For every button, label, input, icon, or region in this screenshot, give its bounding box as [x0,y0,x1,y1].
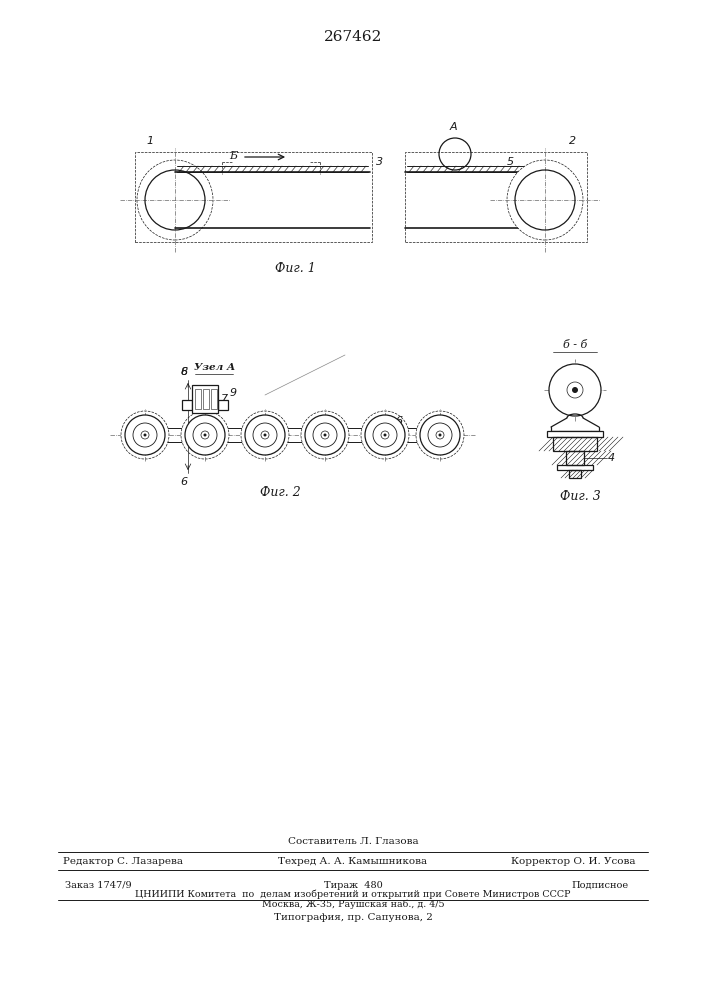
Text: Фuг. 2: Фuг. 2 [259,487,300,499]
Circle shape [301,411,349,459]
Bar [211,389,217,409]
Circle shape [261,431,269,439]
Text: Техред А. А. Камышникова: Техред А. А. Камышникова [279,856,428,865]
Bar [547,431,603,437]
Circle shape [201,431,209,439]
Circle shape [438,434,441,436]
Circle shape [572,387,578,393]
Bar [182,400,192,410]
Circle shape [416,411,464,459]
Bar [405,152,587,242]
Bar [566,451,584,465]
Circle shape [141,431,149,439]
Ellipse shape [137,160,213,240]
Bar [195,389,201,409]
Text: Москва, Ж-35, Раушская наб., д. 4/5: Москва, Ж-35, Раушская наб., д. 4/5 [262,899,444,909]
Circle shape [125,415,165,455]
Circle shape [204,434,206,436]
Text: 5: 5 [506,157,513,167]
Bar [135,152,372,242]
Bar [566,451,584,465]
Text: 8: 8 [181,367,188,377]
Text: А: А [450,122,457,132]
Text: 2: 2 [569,136,577,146]
Text: Подписное: Подписное [571,880,629,890]
Text: 267462: 267462 [324,30,382,44]
Circle shape [241,411,289,459]
Text: Корректор О. И. Усова: Корректор О. И. Усова [510,856,636,865]
Text: 1: 1 [146,136,153,146]
Bar [192,385,218,413]
Circle shape [361,411,409,459]
Circle shape [365,415,405,455]
Text: Составитель Л. Глазова: Составитель Л. Глазова [288,838,419,846]
Bar [557,465,593,470]
Circle shape [381,431,389,439]
Bar [553,437,597,451]
Text: Редактор С. Лазарева: Редактор С. Лазарева [63,856,183,865]
Text: Фuг. 1: Фuг. 1 [274,261,315,274]
Circle shape [264,434,267,436]
Text: 6: 6 [180,367,187,377]
Circle shape [245,415,285,455]
Text: Б: Б [229,151,237,161]
Circle shape [181,411,229,459]
Text: Заказ 1747/9: Заказ 1747/9 [64,880,132,890]
Text: 4: 4 [608,453,615,463]
Ellipse shape [507,160,583,240]
Circle shape [121,411,169,459]
Text: 6: 6 [395,416,402,426]
Text: Типография, пр. Сапунова, 2: Типография, пр. Сапунова, 2 [274,914,433,922]
Text: б - б: б - б [563,340,587,350]
Text: Фuг. 3: Фuг. 3 [560,489,600,502]
Text: 6: 6 [180,477,187,487]
Circle shape [549,364,601,416]
Circle shape [144,434,146,436]
Bar [553,437,597,451]
Text: ЦНИИПИ Комитета  по  делам изобретений и открытий при Совете Министров СССР: ЦНИИПИ Комитета по делам изобретений и о… [135,889,571,899]
Text: 9: 9 [230,388,237,398]
Circle shape [567,382,583,398]
Circle shape [321,431,329,439]
Text: 7: 7 [221,394,228,404]
Circle shape [436,431,444,439]
Text: 3: 3 [376,157,383,167]
Bar [569,470,581,478]
Text: Узел А: Узел А [194,362,235,371]
Circle shape [383,434,387,436]
Bar [218,400,228,410]
Circle shape [420,415,460,455]
Text: Тираж  480: Тираж 480 [324,880,382,890]
Circle shape [324,434,327,436]
Bar [203,389,209,409]
Circle shape [185,415,225,455]
Bar [569,470,581,478]
Circle shape [305,415,345,455]
